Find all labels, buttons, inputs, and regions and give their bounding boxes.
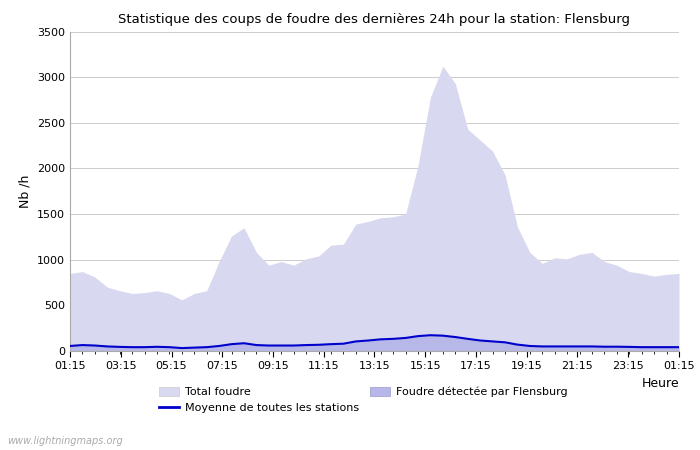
Legend: Total foudre, Moyenne de toutes les stations, Foudre détectée par Flensburg: Total foudre, Moyenne de toutes les stat…	[155, 382, 572, 418]
Y-axis label: Nb /h: Nb /h	[18, 175, 32, 208]
Text: Heure: Heure	[641, 377, 679, 390]
Title: Statistique des coups de foudre des dernières 24h pour la station: Flensburg: Statistique des coups de foudre des dern…	[118, 13, 631, 26]
Text: www.lightningmaps.org: www.lightningmaps.org	[7, 436, 122, 446]
